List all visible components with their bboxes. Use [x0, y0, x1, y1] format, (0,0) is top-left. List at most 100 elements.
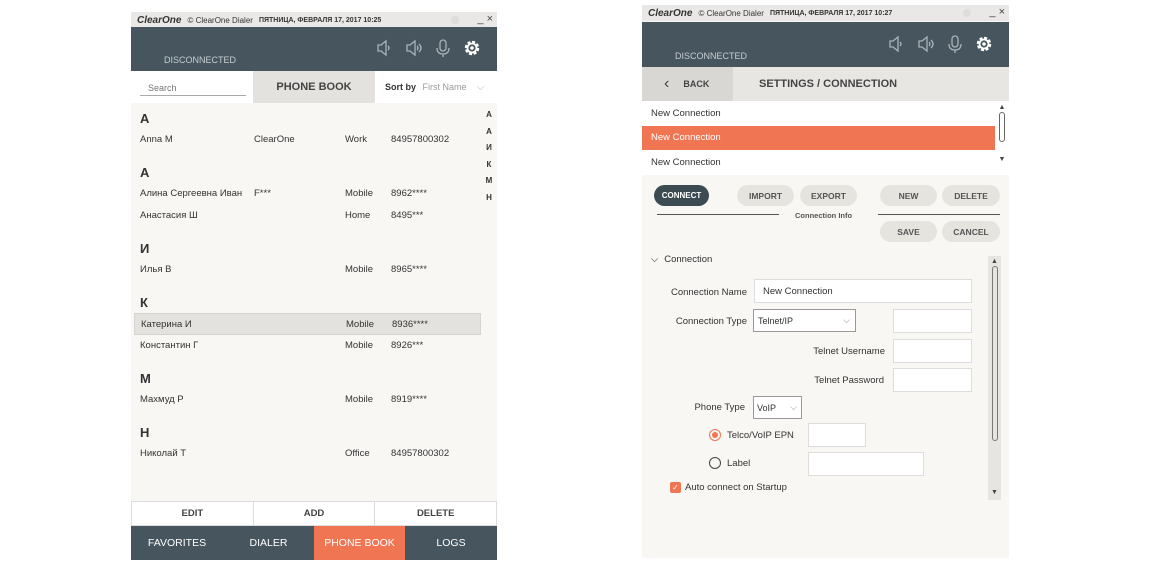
- group-header: И: [140, 241, 150, 256]
- connect-button[interactable]: CONNECT: [654, 185, 709, 206]
- connection-section-toggle[interactable]: ⌵ Connection: [651, 254, 712, 265]
- window-controls[interactable]: _ ×: [477, 13, 493, 25]
- settings-gear-icon[interactable]: [463, 39, 481, 57]
- new-button[interactable]: NEW: [880, 185, 937, 206]
- list-scrollbar[interactable]: ▲ ▼: [997, 104, 1007, 174]
- contact-row[interactable]: Илья В Mobile 8965****: [134, 259, 481, 281]
- speaker-high-icon[interactable]: [405, 39, 423, 57]
- telnet-password-input[interactable]: [893, 368, 972, 392]
- speaker-low-icon[interactable]: [376, 39, 392, 57]
- delete-button[interactable]: DELETE: [942, 185, 1000, 206]
- save-button[interactable]: SAVE: [880, 221, 937, 242]
- microphone-icon[interactable]: [436, 39, 450, 57]
- speaker-low-icon[interactable]: [888, 35, 904, 53]
- import-button[interactable]: IMPORT: [737, 185, 794, 206]
- page-title: PHONE BOOK: [253, 71, 375, 103]
- tab-phone-book[interactable]: PHONE BOOK: [314, 526, 405, 560]
- microphone-icon[interactable]: [948, 35, 962, 53]
- app-title: © ClearOne Dialer: [698, 8, 764, 18]
- contact-phone-type: Work: [345, 134, 367, 145]
- form-scrollbar[interactable]: ▲ ▼: [988, 256, 1001, 500]
- clearone-logo: ClearOne: [648, 7, 693, 19]
- contact-row[interactable]: Алина Сергеевна Иван F*** Mobile 8962***…: [134, 183, 481, 205]
- contact-row[interactable]: Анастасия Ш Home 8495***: [134, 205, 481, 227]
- scroll-up-icon[interactable]: ▲: [991, 258, 998, 265]
- connection-name-input[interactable]: New Connection: [754, 279, 972, 303]
- speaker-high-icon[interactable]: [917, 35, 935, 53]
- contact-row[interactable]: Константин Г Mobile 8926***: [134, 335, 481, 357]
- delete-button[interactable]: DELETE: [416, 508, 455, 519]
- contact-row[interactable]: Махмуд Р Mobile 8919****: [134, 389, 481, 411]
- scroll-thumb[interactable]: [999, 112, 1005, 142]
- close-button[interactable]: ×: [486, 13, 493, 25]
- group-header: А: [140, 165, 150, 180]
- telnet-username-input[interactable]: [893, 339, 972, 363]
- scroll-thumb[interactable]: [991, 266, 998, 441]
- contact-row[interactable]: Катерина И Mobile 8936****: [134, 313, 481, 335]
- edit-button[interactable]: EDIT: [132, 502, 254, 525]
- sort-value: First Name: [422, 82, 467, 92]
- auto-connect-checkbox[interactable]: ✓ Auto connect on Startup: [670, 482, 787, 493]
- bottom-tabs: FAVORITES DIALER PHONE BOOK LOGS: [131, 526, 497, 560]
- group-header: М: [140, 371, 151, 386]
- connection-type-select[interactable]: Telnet/IP ⌵: [753, 309, 856, 332]
- add-button[interactable]: ADD: [254, 502, 376, 525]
- settings-gear-icon[interactable]: [975, 35, 993, 53]
- index-letter[interactable]: А: [486, 126, 492, 136]
- scroll-down-icon[interactable]: ▼: [998, 156, 1006, 163]
- minimize-button[interactable]: _: [989, 6, 996, 18]
- back-button[interactable]: ‹ BACK: [642, 67, 733, 101]
- epn-input[interactable]: [808, 423, 866, 447]
- connection-list: New Connection New Connection New Connecti…: [642, 101, 1009, 175]
- phone-type-select[interactable]: VoIP ⌵: [753, 396, 802, 419]
- contact-phone-type: Home: [345, 210, 371, 221]
- section-label: Connection Info: [795, 211, 853, 220]
- connection-item[interactable]: New Connection: [651, 156, 721, 168]
- sort-dropdown[interactable]: Sort by First Name ⌵: [385, 82, 484, 93]
- connection-item[interactable]: New Connection: [642, 125, 995, 150]
- connection-item[interactable]: New Connection: [651, 107, 721, 119]
- chevron-down-icon: ⌵: [651, 254, 659, 265]
- radio-telco-epn[interactable]: Telco/VoIP EPN: [709, 429, 794, 441]
- contact-company: ClearOne: [254, 134, 295, 145]
- index-letter[interactable]: И: [486, 143, 492, 152]
- index-letter[interactable]: А: [486, 110, 492, 119]
- ip-address-input[interactable]: [893, 309, 972, 333]
- app-header: DISCONNECTED: [642, 22, 1009, 67]
- chevron-down-icon: ⌵: [843, 315, 850, 325]
- index-letter[interactable]: К: [486, 159, 492, 169]
- label-input[interactable]: [808, 452, 924, 476]
- scroll-up-icon[interactable]: ▲: [998, 104, 1006, 111]
- contact-name: Николай Т: [140, 448, 187, 459]
- radio-label[interactable]: Label: [709, 457, 750, 469]
- cancel-button[interactable]: CANCEL: [942, 221, 1000, 242]
- contact-row[interactable]: Николай Т Office 84957800302: [134, 443, 481, 465]
- export-button[interactable]: EXPORT: [800, 185, 857, 206]
- phone-type-value: VoIP: [757, 402, 777, 413]
- nav-row: ‹ BACK SETTINGS / CONNECTION: [642, 67, 1009, 101]
- contact-company: F***: [254, 188, 271, 199]
- contact-name: Константин Г: [140, 340, 199, 351]
- search-input[interactable]: [140, 80, 246, 96]
- contact-number: 8936****: [392, 319, 428, 330]
- contact-name: Алина Сергеевна Иван: [140, 188, 243, 199]
- minimize-button[interactable]: _: [477, 13, 484, 25]
- window-controls[interactable]: _ ×: [989, 6, 1005, 18]
- tab-dialer[interactable]: DIALER: [249, 537, 288, 549]
- radio-telco-epn-label: Telco/VoIP EPN: [727, 429, 794, 441]
- close-button[interactable]: ×: [998, 6, 1005, 18]
- telnet-username-label: Telnet Username: [813, 346, 885, 357]
- contact-name: Anna M: [140, 134, 173, 145]
- index-letter[interactable]: М: [485, 176, 493, 185]
- title-bar: ClearOne © ClearOne Dialer ПЯТНИЦА, ФЕВР…: [131, 12, 497, 28]
- radio-selected-icon: [709, 429, 721, 441]
- index-letter[interactable]: Н: [486, 192, 492, 202]
- connection-name-label: Connection Name: [670, 287, 747, 298]
- sort-label: Sort by: [385, 82, 417, 92]
- contact-row[interactable]: Anna M ClearOne Work 84957800302: [134, 129, 481, 151]
- tab-favorites[interactable]: FAVORITES: [147, 537, 207, 549]
- scroll-down-icon[interactable]: ▼: [991, 489, 998, 496]
- contact-phone-type: Mobile: [345, 394, 373, 405]
- tab-logs[interactable]: LOGS: [436, 537, 466, 549]
- settings-window: ClearOne © ClearOne Dialer ПЯТНИЦА, ФЕВР…: [642, 5, 1009, 558]
